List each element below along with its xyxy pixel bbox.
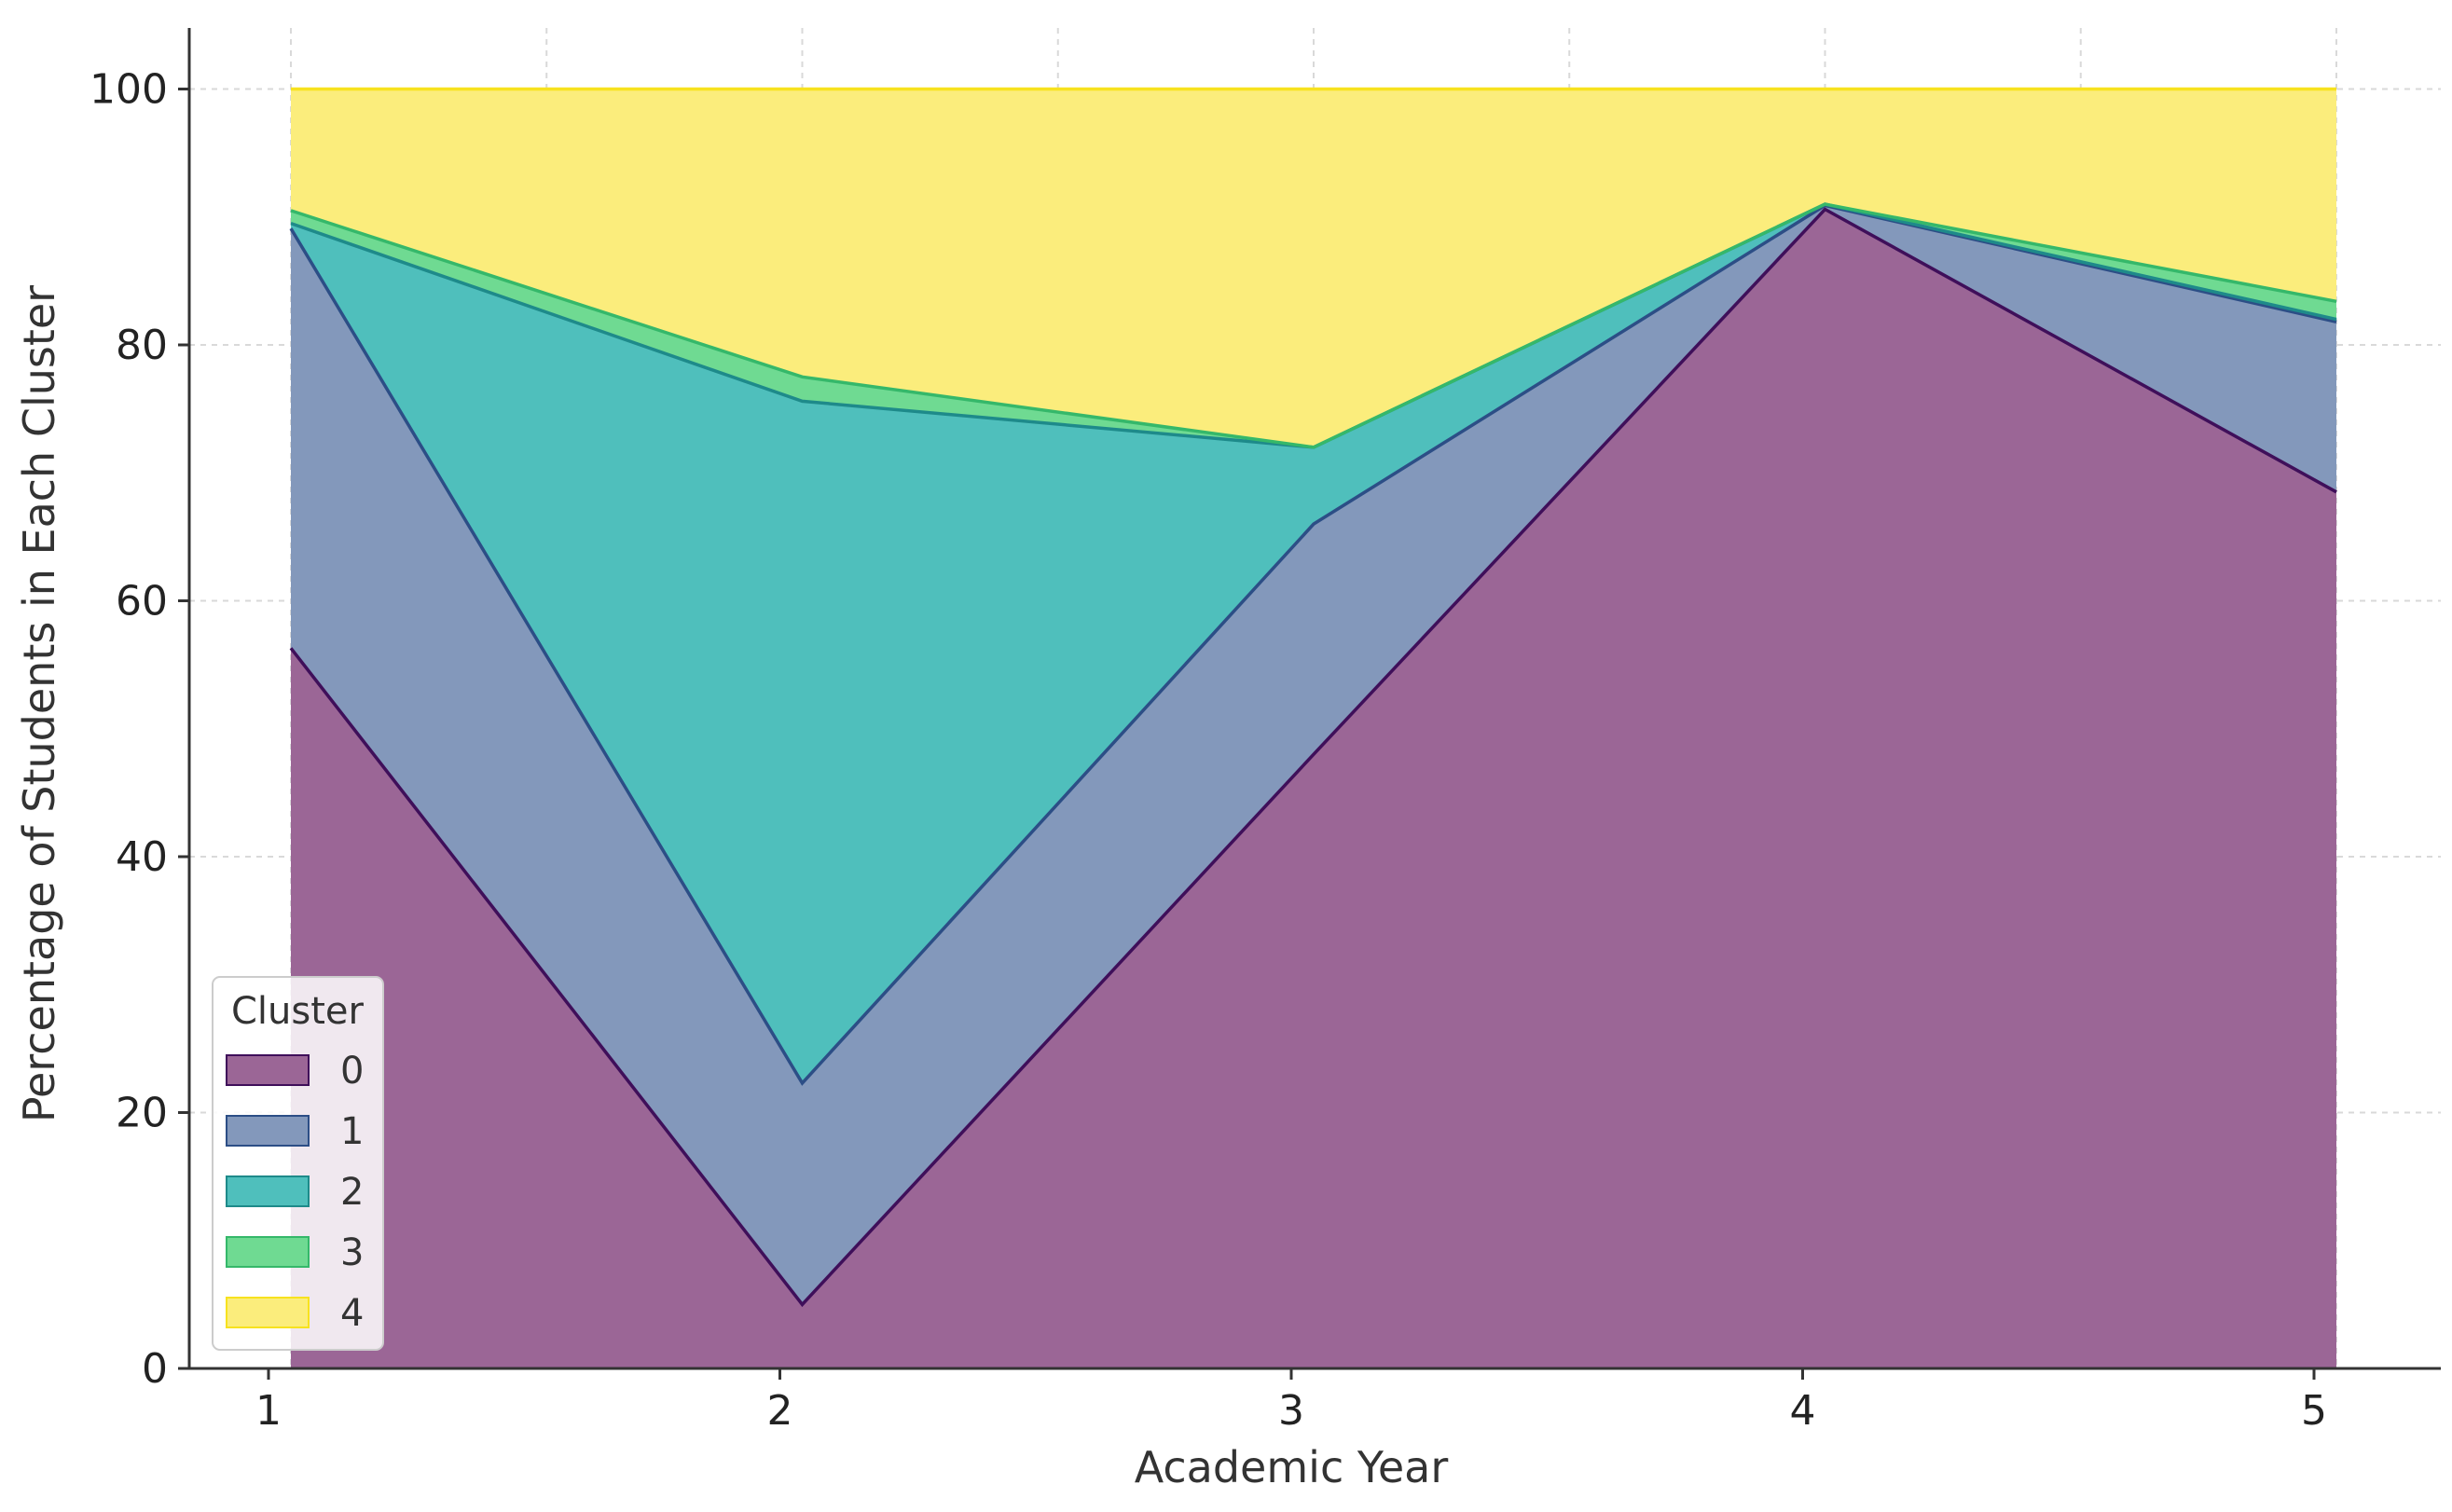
area-cluster-3 <box>291 204 2336 447</box>
y-tick-label: 80 <box>116 322 168 369</box>
areas <box>291 89 2336 1368</box>
legend-label-4: 4 <box>340 1292 364 1335</box>
x-tick-label: 5 <box>2301 1387 2327 1435</box>
legend: Cluster 0 1 2 3 4 <box>212 976 384 1351</box>
legend-swatch-2 <box>226 1175 310 1207</box>
y-axis-label: Percentage of Students in Each Cluster <box>14 285 64 1122</box>
line-cluster-3 <box>290 202 2337 449</box>
x-ticks: 1 2 3 4 5 <box>255 1368 2327 1435</box>
legend-title: Cluster <box>231 990 365 1033</box>
y-tick-label: 0 <box>142 1345 168 1393</box>
x-tick-label: 2 <box>767 1387 793 1435</box>
legend-swatch-4 <box>226 1297 310 1328</box>
area-cluster-1 <box>291 205 2336 1305</box>
x-tick-label: 4 <box>1790 1387 1816 1435</box>
legend-label-1: 1 <box>340 1110 364 1153</box>
x-axis-label: Academic Year <box>1135 1442 1449 1492</box>
legend-swatch-3 <box>226 1236 310 1268</box>
y-ticks: 0 20 40 60 80 100 <box>90 66 189 1393</box>
line-cluster-0 <box>289 207 2337 1308</box>
x-tick-label: 1 <box>255 1387 282 1435</box>
area-cluster-4 <box>291 89 2336 447</box>
legend-label-2: 2 <box>340 1171 364 1214</box>
y-tick-label: 60 <box>116 578 168 625</box>
y-tick-label: 40 <box>116 833 168 881</box>
legend-label-3: 3 <box>340 1231 364 1274</box>
legend-label-0: 0 <box>340 1050 364 1093</box>
y-tick-label: 100 <box>90 66 168 114</box>
area-cluster-2 <box>291 204 2336 1083</box>
area-cluster-0 <box>291 209 2336 1368</box>
legend-swatch-1 <box>226 1115 310 1147</box>
line-cluster-1 <box>289 203 2337 1086</box>
series-lines <box>289 87 2337 1308</box>
x-tick-label: 3 <box>1278 1387 1304 1435</box>
y-tick-label: 20 <box>116 1090 168 1137</box>
legend-swatch-0 <box>226 1054 310 1086</box>
axes <box>187 28 2441 1370</box>
